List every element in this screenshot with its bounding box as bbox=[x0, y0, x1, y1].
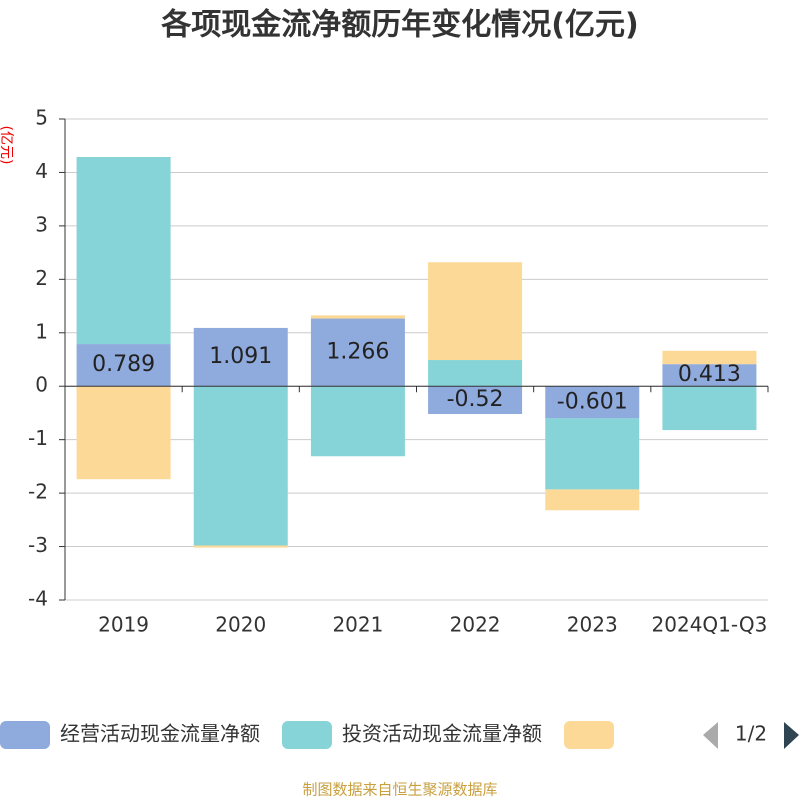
x-tick-label: 2022 bbox=[450, 613, 501, 637]
bar bbox=[662, 364, 757, 387]
y-tick-label: 4 bbox=[35, 159, 48, 183]
chart-title: 各项现金流净额历年变化情况(亿元) bbox=[160, 8, 638, 43]
data-label: 1.091 bbox=[209, 344, 272, 369]
y-tick-label: 3 bbox=[35, 212, 48, 236]
data-label: 0.789 bbox=[92, 352, 155, 377]
bar bbox=[193, 327, 288, 387]
bar bbox=[310, 318, 405, 387]
x-tick-label: 2020 bbox=[215, 613, 266, 637]
y-tick-label: 2 bbox=[35, 266, 48, 290]
bar bbox=[193, 545, 288, 548]
legend-page: 1/2 bbox=[735, 722, 767, 746]
y-tick-label: -4 bbox=[28, 587, 48, 611]
y-tick-label: -1 bbox=[28, 426, 48, 450]
y-tick-label: 5 bbox=[35, 106, 48, 130]
source: 制图数据来自恒生聚源数据库 bbox=[302, 781, 497, 799]
bar bbox=[545, 489, 640, 511]
data-label: 0.413 bbox=[678, 362, 741, 387]
bar bbox=[428, 360, 523, 387]
legend-prev[interactable] bbox=[703, 722, 718, 749]
bar bbox=[76, 344, 171, 387]
bar bbox=[193, 386, 288, 546]
bar bbox=[545, 418, 640, 490]
bar bbox=[76, 156, 171, 345]
legend-swatch bbox=[564, 721, 614, 749]
y-axis-label: (亿元) bbox=[0, 126, 14, 165]
y-tick-label: -2 bbox=[28, 480, 48, 504]
bar bbox=[76, 386, 171, 480]
legend-swatch bbox=[0, 721, 50, 749]
x-tick-label: 2024Q1-Q3 bbox=[652, 613, 768, 637]
data-label: 1.266 bbox=[326, 339, 389, 364]
y-tick-label: 1 bbox=[35, 319, 48, 343]
bar bbox=[545, 386, 640, 419]
legend-next[interactable] bbox=[784, 722, 799, 749]
bar bbox=[310, 315, 405, 319]
bar bbox=[310, 386, 405, 457]
data-label: -0.52 bbox=[447, 387, 504, 412]
bar bbox=[428, 386, 523, 415]
legend-label: 投资活动现金流量净额 bbox=[342, 722, 542, 746]
y-tick-label: -3 bbox=[28, 533, 48, 557]
x-tick-label: 2021 bbox=[332, 613, 383, 637]
bar bbox=[428, 262, 523, 361]
bar bbox=[662, 386, 757, 431]
y-tick-label: 0 bbox=[35, 373, 48, 397]
data-label: -0.601 bbox=[557, 389, 628, 414]
x-tick-label: 2019 bbox=[98, 613, 149, 637]
legend-swatch bbox=[282, 721, 332, 749]
bar bbox=[662, 350, 757, 365]
x-tick-label: 2023 bbox=[567, 613, 618, 637]
legend-label: 经营活动现金流量净额 bbox=[60, 722, 260, 746]
